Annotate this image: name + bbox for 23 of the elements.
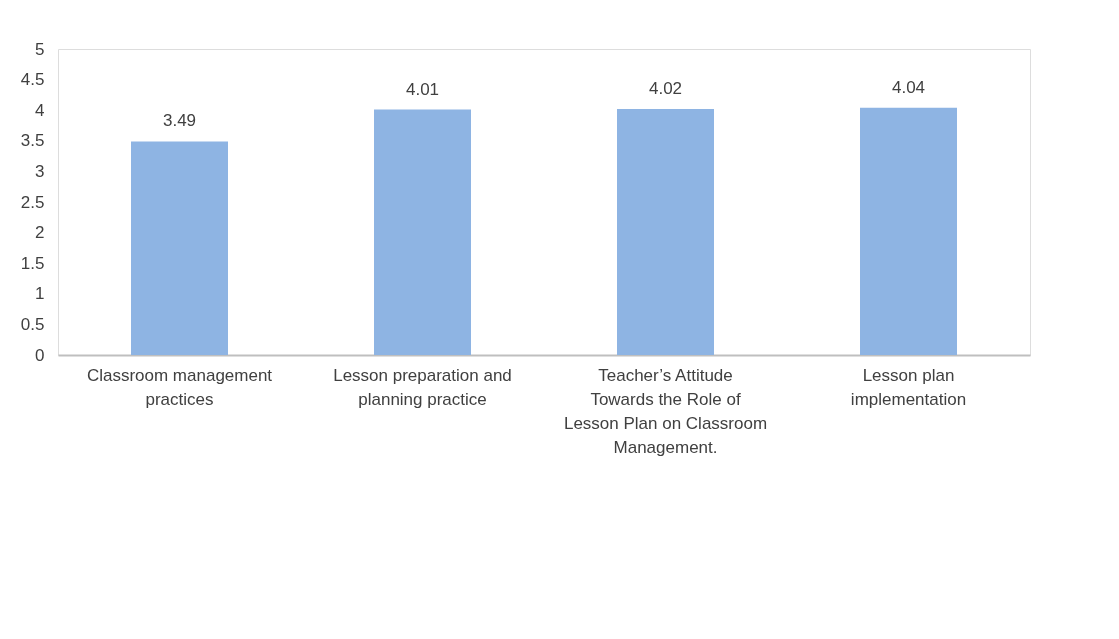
y-tick-label: 4.5 (20, 70, 45, 90)
bar (374, 109, 471, 355)
y-tick-label: 0.5 (20, 314, 45, 334)
data-label: 4.04 (891, 77, 926, 97)
data-label: 4.01 (405, 79, 440, 99)
y-tick-label: 5 (35, 39, 45, 59)
data-label: 4.02 (648, 78, 683, 98)
y-tick-label: 2.5 (20, 192, 45, 212)
x-tick-label: Teacher’s Attitude Towards the Role of Lesson Plan on Classroom Management. (563, 365, 768, 457)
y-tick-label: 1 (35, 284, 45, 304)
y-tick-label: 1.5 (20, 253, 45, 273)
data-label: 3.49 (162, 111, 197, 131)
y-tick-label: 2 (35, 223, 45, 243)
bar (617, 108, 714, 355)
x-tick-label: Classroom management practices (86, 365, 273, 409)
bar (860, 107, 957, 355)
y-tick-label: 0 (35, 345, 45, 365)
x-tick-label: Lesson preparation and planning practice (333, 365, 512, 409)
bar (131, 141, 228, 355)
y-tick-label: 3.5 (20, 131, 45, 151)
x-tick-label: Lesson plan implementation (850, 365, 967, 409)
y-tick-label: 4 (35, 100, 45, 120)
y-tick-label: 3 (35, 161, 45, 181)
